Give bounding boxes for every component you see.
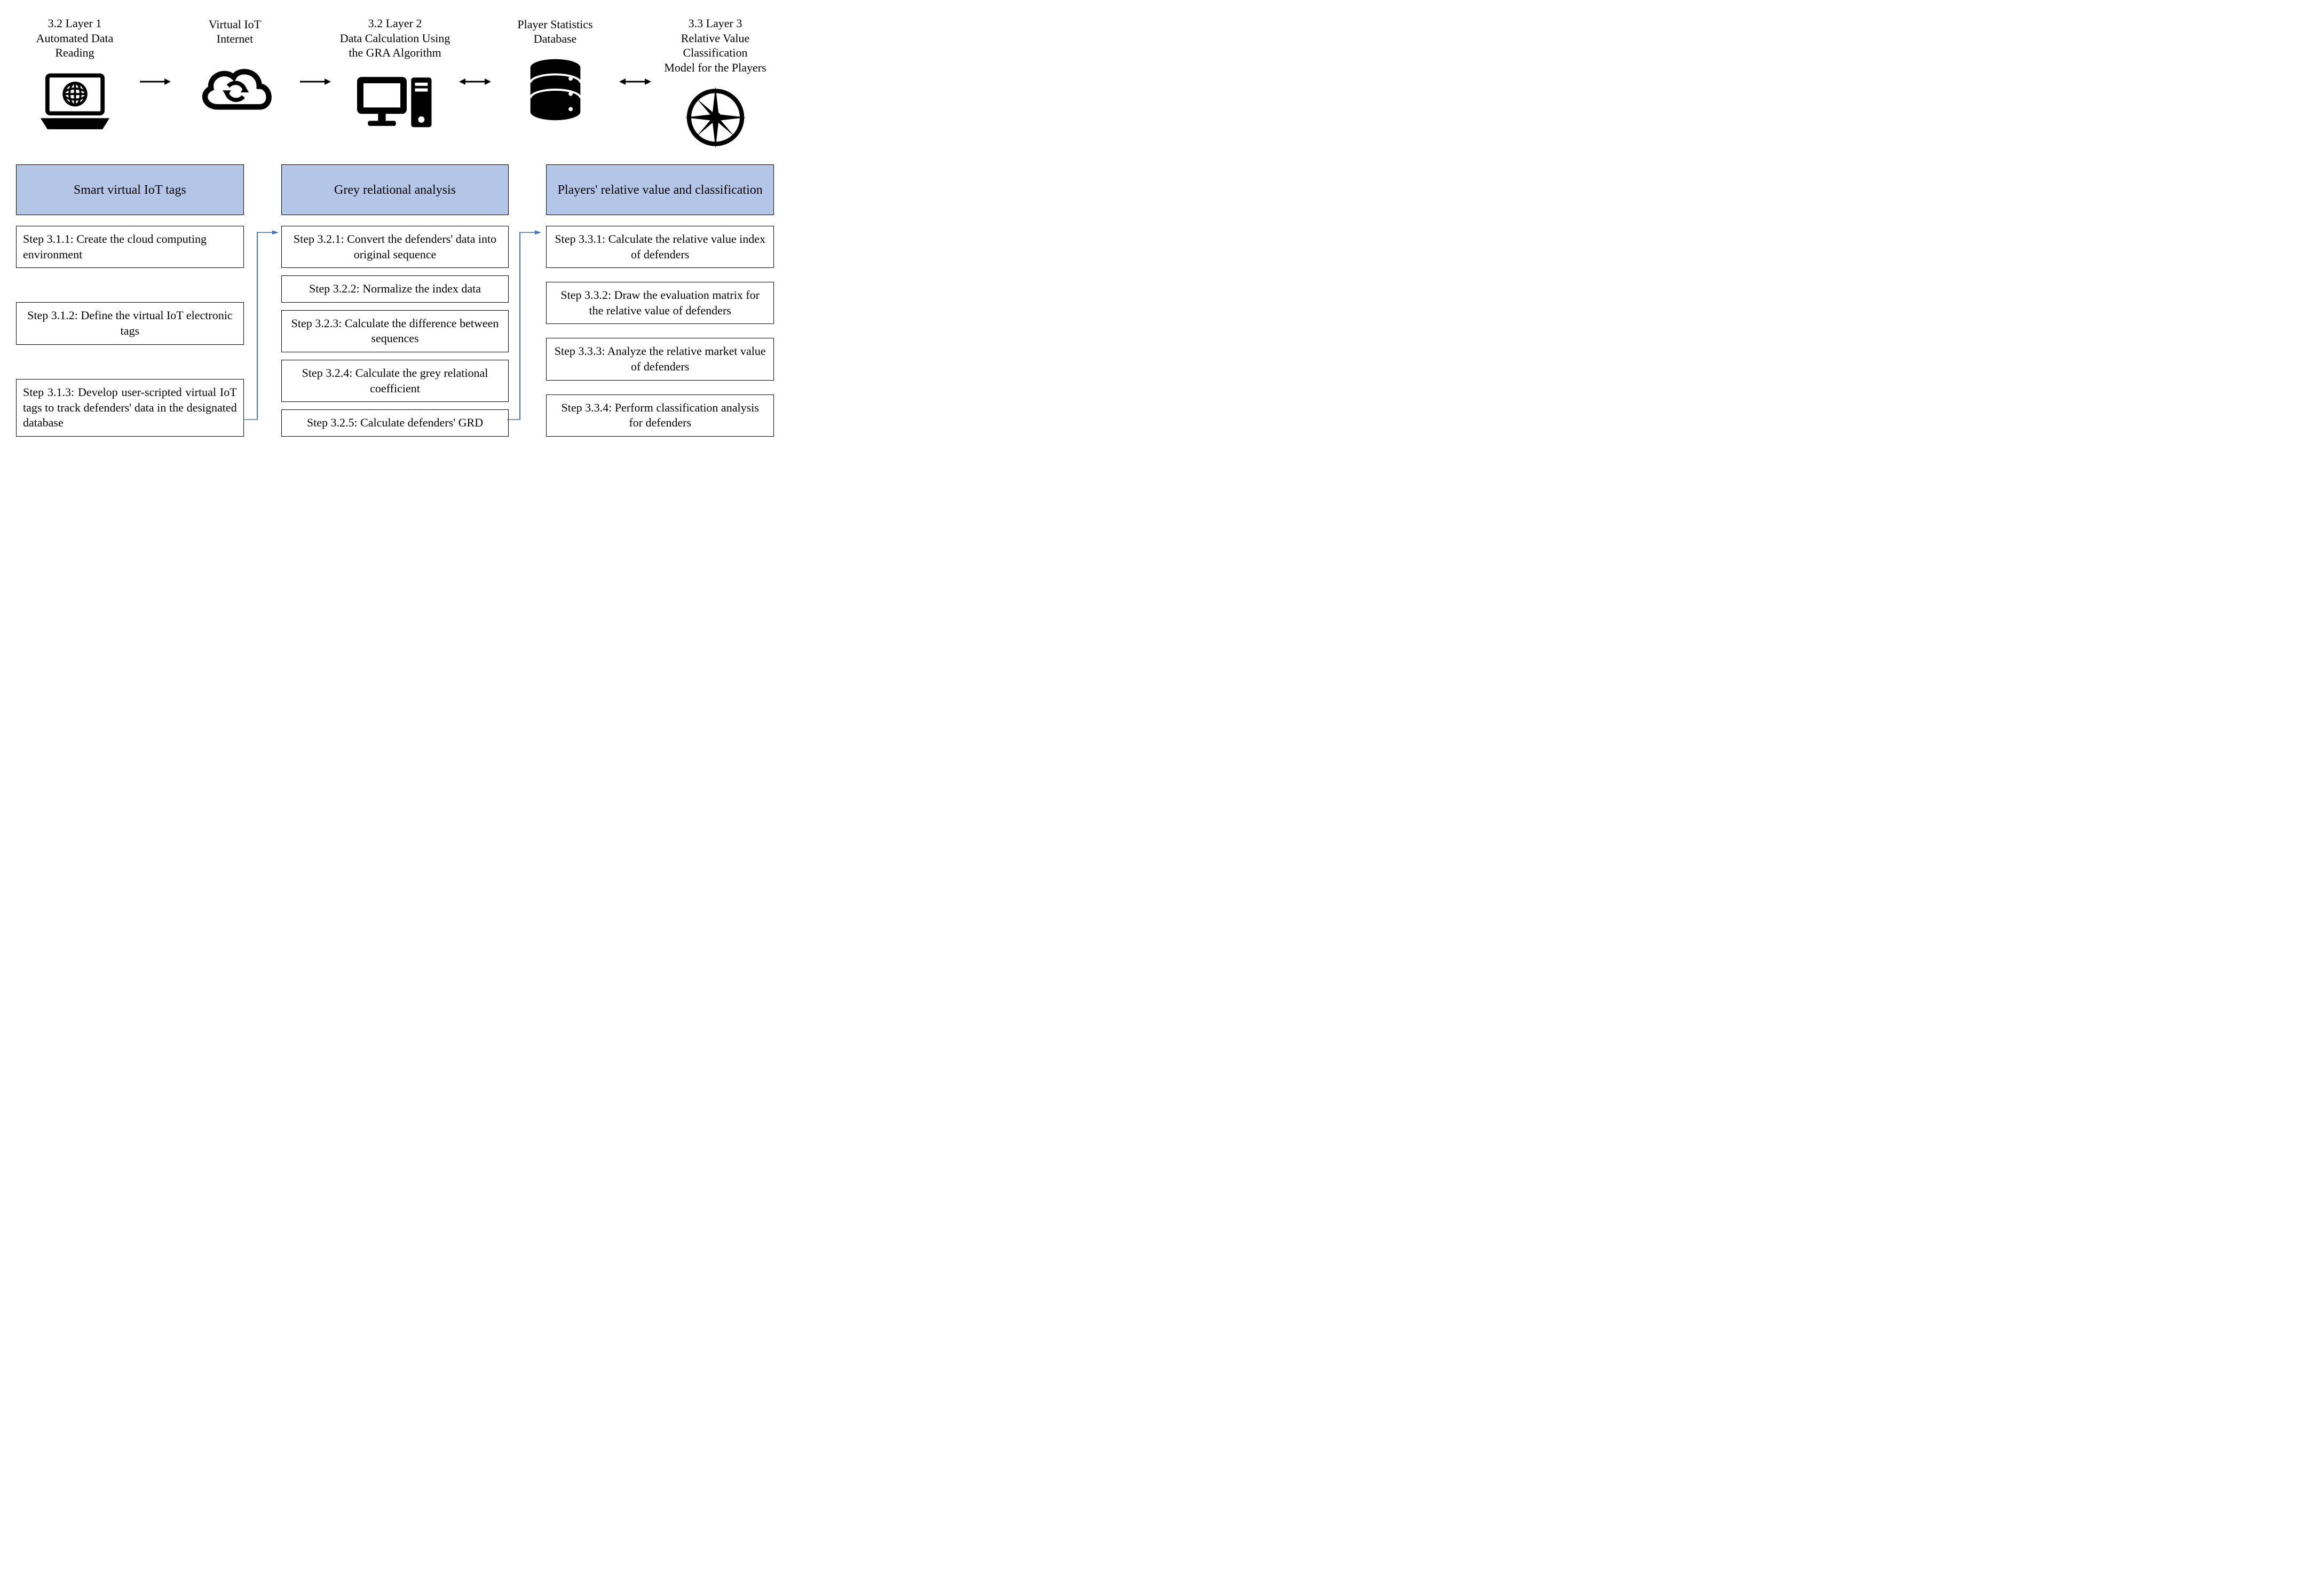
arrow-2 [299, 16, 331, 89]
layer2-label: 3.2 Layer 2Data Calculation Usingthe GRA… [340, 16, 450, 60]
col1-header: Smart virtual IoT tags [16, 164, 244, 215]
layer1-label: 3.2 Layer 1Automated Data Reading [16, 16, 133, 60]
step-3-2-2: Step 3.2.2: Normalize the index data [281, 275, 509, 303]
column-1: Smart virtual IoT tags Step 3.1.1: Creat… [16, 164, 244, 437]
step-3-3-2: Step 3.3.2: Draw the evaluation matrix f… [546, 282, 774, 324]
col2-header: Grey relational analysis [281, 164, 509, 215]
step-3-2-5: Step 3.2.5: Calculate defenders' GRD [281, 409, 509, 437]
database-label: Player StatisticsDatabase [517, 16, 592, 47]
compass-star-icon [674, 80, 757, 155]
database-icon [514, 52, 597, 127]
layer3-label: 3.3 Layer 3Relative Value Classification… [657, 16, 774, 75]
step-3-2-4: Step 3.2.4: Calculate the grey relationa… [281, 360, 509, 402]
database-item: Player StatisticsDatabase [496, 16, 614, 127]
step-3-2-3: Step 3.2.3: Calculate the difference bet… [281, 310, 509, 352]
col2-steps: Step 3.2.1: Convert the defenders' data … [281, 226, 509, 437]
desktop-tower-icon [354, 66, 437, 140]
iot-label: Virtual IoTInternet [209, 16, 261, 47]
column-2: Grey relational analysis Step 3.2.1: Con… [281, 164, 509, 437]
step-3-3-3: Step 3.3.3: Analyze the relative market … [546, 338, 774, 380]
step-3-3-1: Step 3.3.1: Calculate the relative value… [546, 226, 774, 268]
col1-steps: Step 3.1.1: Create the cloud computing e… [16, 226, 244, 437]
laptop-globe-icon [34, 66, 116, 140]
layer1-item: 3.2 Layer 1Automated Data Reading [16, 16, 133, 140]
step-columns: Smart virtual IoT tags Step 3.1.1: Creat… [16, 164, 774, 437]
col3-steps: Step 3.3.1: Calculate the relative value… [546, 226, 774, 437]
col3-header: Players' relative value and classificati… [546, 164, 774, 215]
cloud-sync-icon [194, 52, 276, 127]
architecture-top-row: 3.2 Layer 1Automated Data Reading Virtua… [16, 16, 774, 155]
step-3-1-1: Step 3.1.1: Create the cloud computing e… [16, 226, 244, 268]
layer2-item: 3.2 Layer 2Data Calculation Usingthe GRA… [336, 16, 454, 140]
step-3-3-4: Step 3.3.4: Perform classification analy… [546, 394, 774, 437]
step-3-1-3: Step 3.1.3: Develop user-scripted virtua… [16, 379, 244, 437]
step-3-2-1: Step 3.2.1: Convert the defenders' data … [281, 226, 509, 268]
arrow-4 [619, 16, 651, 89]
step-3-1-2: Step 3.1.2: Define the virtual IoT elect… [16, 302, 244, 344]
arrow-3 [459, 16, 491, 89]
column-3: Players' relative value and classificati… [546, 164, 774, 437]
layer3-item: 3.3 Layer 3Relative Value Classification… [657, 16, 774, 155]
arrow-1 [139, 16, 171, 89]
iot-item: Virtual IoTInternet [176, 16, 294, 127]
